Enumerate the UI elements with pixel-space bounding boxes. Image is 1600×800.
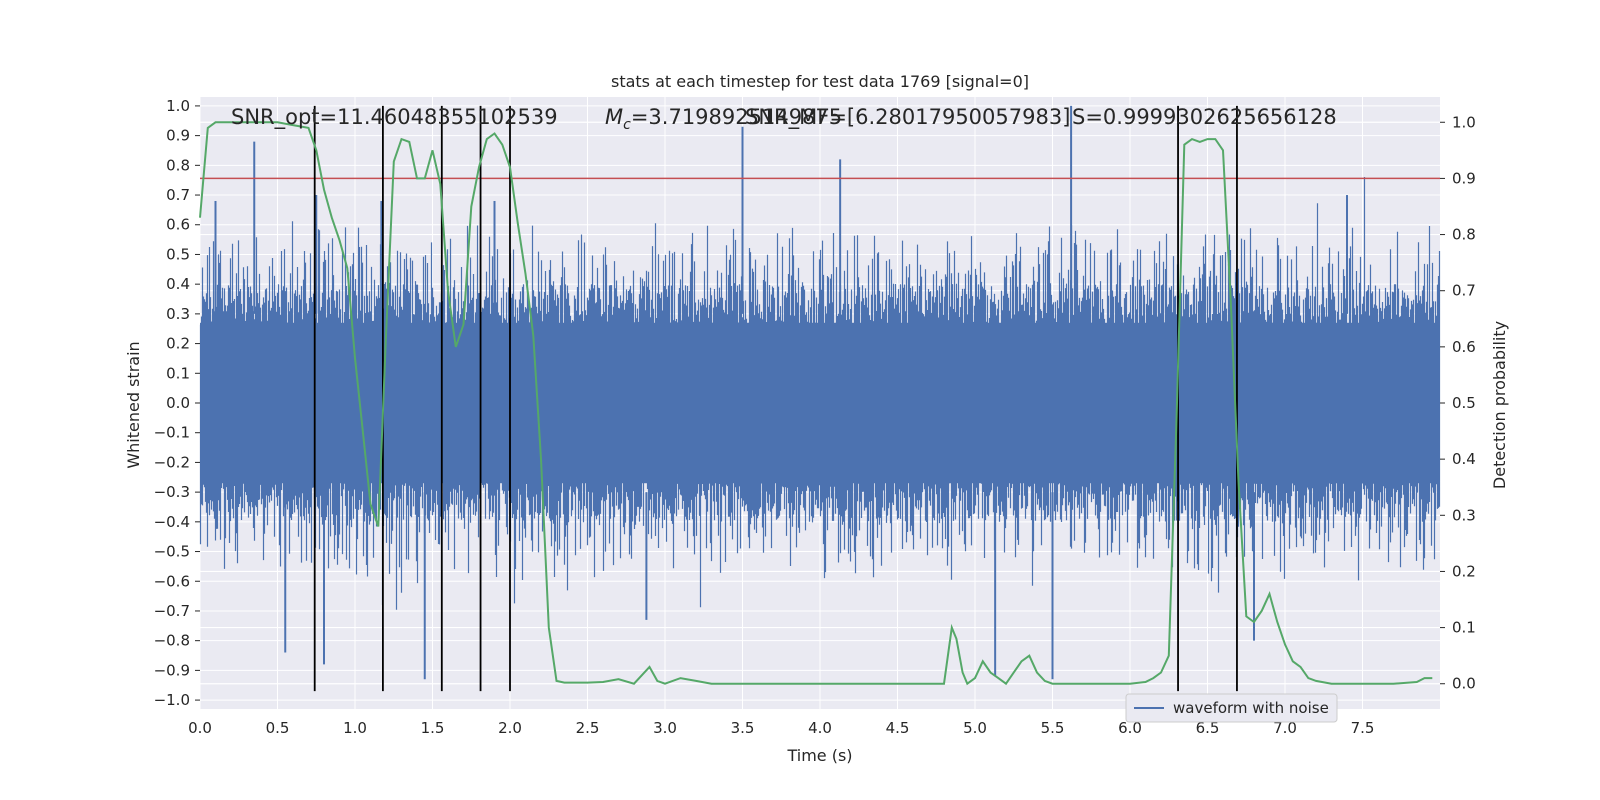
x-tick-label: 6.0 <box>1118 719 1142 737</box>
annotation-snr-mf: SNR_MF=[6.28017950057983] <box>745 105 1070 130</box>
x-tick-label: 7.5 <box>1351 719 1375 737</box>
y2-tick-label: 0.7 <box>1452 282 1476 300</box>
y2-tick-label: 0.0 <box>1452 675 1476 693</box>
detection-probability-line <box>199 121 1433 686</box>
y-tick-label: 0.1 <box>166 364 190 382</box>
y2-tick-label: 0.3 <box>1452 506 1476 524</box>
y2-tick-label: 0.5 <box>1452 394 1476 412</box>
y-tick-labels: 1.0 0.9 0.8 0.7 0.6 0.5 0.4 0.3 0.2 0.1 0.0 −0.1 −0.… <box>154 97 200 709</box>
x-tick-label: 4.5 <box>886 719 910 737</box>
y-tick-label: 0.7 <box>166 186 190 204</box>
y-tick-label: −0.4 <box>154 513 190 531</box>
x-tick-label: 0.0 <box>188 719 212 737</box>
x-tick-labels: 0.0 0.5 1.0 1.5 2.0 2.5 3.0 3.5 4.0 4.5 5.0 5.5 6.0 6… <box>188 719 1374 737</box>
y-tick-label: −0.7 <box>154 602 190 620</box>
y-tick-label: −1.0 <box>154 691 190 709</box>
y2-tick-label: 1.0 <box>1452 113 1476 131</box>
x-tick-label: 1.5 <box>421 719 445 737</box>
x-tick-label: 3.5 <box>731 719 755 737</box>
y-tick-label: 1.0 <box>166 97 190 115</box>
legend: waveform with noise <box>1125 693 1338 723</box>
y2-tick-labels: 1.0 0.9 0.8 0.7 0.6 0.5 0.4 0.3 0.2 0.1 0.0 <box>1440 113 1476 693</box>
x-tick-label: 2.5 <box>576 719 600 737</box>
x-tick-label: 2.0 <box>498 719 522 737</box>
y-tick-label: 0.9 <box>166 127 190 145</box>
x-tick-label: 4.0 <box>808 719 832 737</box>
x-tick-label: 7.0 <box>1273 719 1297 737</box>
vertical-markers <box>313 105 1238 692</box>
x-tick-label: 5.5 <box>1041 719 1065 737</box>
y2-tick-label: 0.6 <box>1452 338 1476 356</box>
y2-tick-label: 0.8 <box>1452 226 1476 244</box>
y2-tick-label: 0.1 <box>1452 619 1476 637</box>
legend-label-waveform: waveform with noise <box>1173 699 1329 717</box>
y-tick-label: 0.3 <box>166 305 190 323</box>
y-tick-label: 0.8 <box>166 156 190 174</box>
y2-axis-label: Detection probability <box>1490 321 1509 489</box>
y-tick-label: −0.6 <box>154 572 190 590</box>
chirp-mass-symbol: M <box>605 105 623 129</box>
y-tick-label: −0.8 <box>154 632 190 650</box>
y-tick-label: −0.2 <box>154 453 190 471</box>
y-tick-label: 0.2 <box>166 335 190 353</box>
y2-tick-label: 0.4 <box>1452 450 1476 468</box>
annotation-snr-opt: SNR_opt=11.46048355102539 <box>231 105 558 130</box>
annotation-s: S=0.9999302625656128 <box>1072 105 1337 129</box>
waveform-spikes <box>214 105 1348 680</box>
chart-title: stats at each timestep for test data 176… <box>611 72 1029 91</box>
y-tick-label: −0.3 <box>154 483 190 501</box>
y-tick-label: −0.1 <box>154 424 190 442</box>
x-tick-label: 0.5 <box>266 719 290 737</box>
x-tick-label: 3.0 <box>653 719 677 737</box>
legend-box <box>1125 693 1338 723</box>
chirp-mass-value: =3.7198925149875 <box>631 105 842 129</box>
x-tick-label: 6.5 <box>1196 719 1220 737</box>
y-tick-label: 0.5 <box>166 245 190 263</box>
y-tick-label: −0.9 <box>154 661 190 679</box>
y-tick-label: 0.6 <box>166 216 190 234</box>
y-tick-label: −0.5 <box>154 543 190 561</box>
x-tick-label: 5.0 <box>963 719 987 737</box>
y-axis-label: Whitened strain <box>124 341 143 468</box>
y2-tick-label: 0.9 <box>1452 169 1476 187</box>
y-tick-label: 0.0 <box>166 394 190 412</box>
y-tick-label: 0.4 <box>166 275 190 293</box>
annotation-chirp-mass: Mc=3.7198925149875 <box>605 105 842 133</box>
chirp-mass-subscript: c <box>623 117 631 133</box>
x-tick-label: 1.0 <box>343 719 367 737</box>
y2-tick-label: 0.2 <box>1452 562 1476 580</box>
x-axis-label: Time (s) <box>786 746 852 765</box>
